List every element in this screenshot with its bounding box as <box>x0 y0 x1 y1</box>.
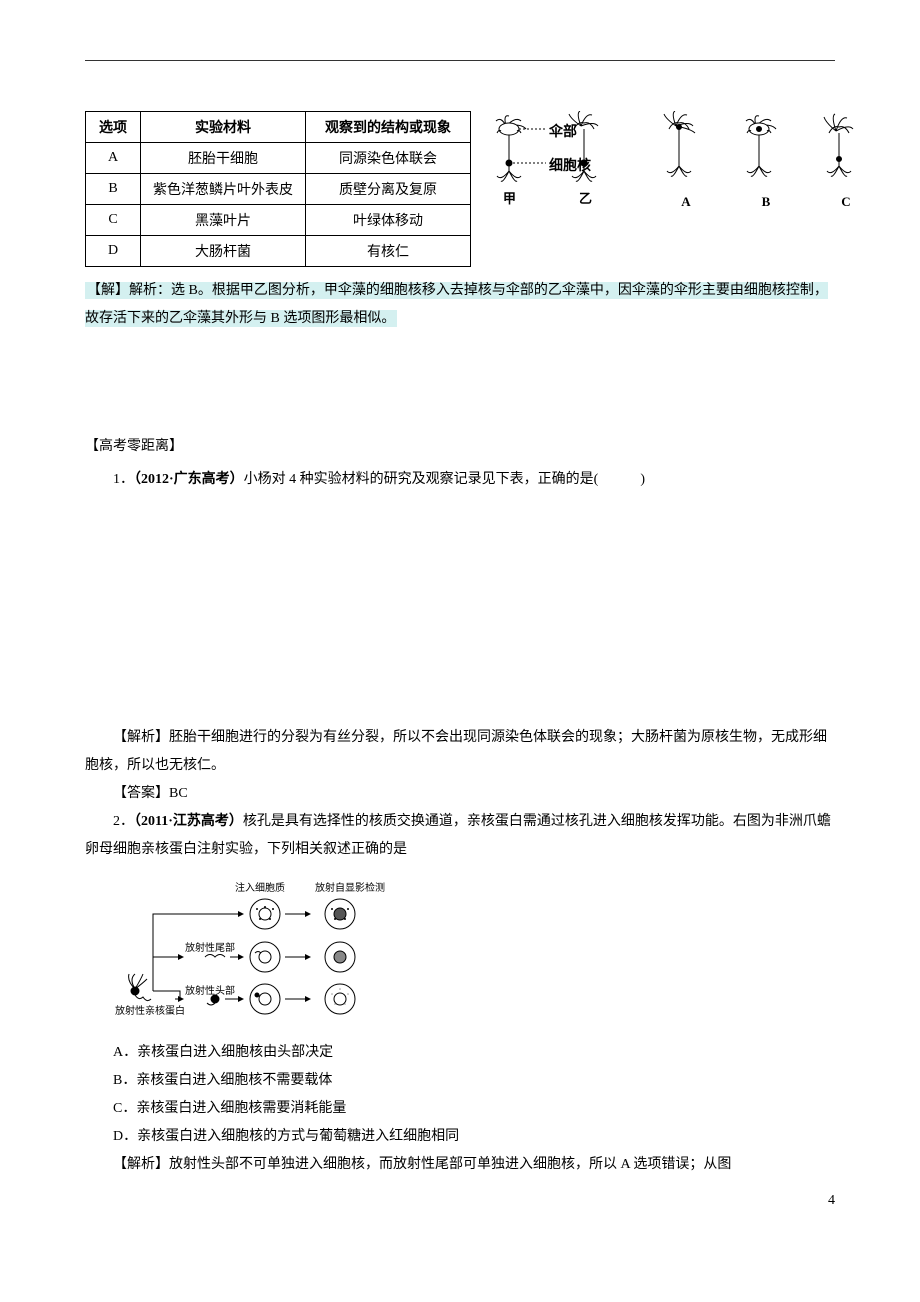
inject-label: 注入细胞质 <box>235 881 285 894</box>
label-c: C <box>841 194 850 210</box>
top-rule <box>85 60 835 61</box>
table-row: A 胚胎干细胞 同源染色体联会 <box>86 143 471 174</box>
cell-option: D <box>86 236 141 267</box>
cell-option: B <box>86 174 141 205</box>
cell-material: 胚胎干细胞 <box>141 143 306 174</box>
q2-analysis: 【解析】放射性头部不可单独进入细胞核，而放射性尾部可单独进入细胞核，所以 A 选… <box>85 1151 835 1179</box>
jia-label: 甲 <box>503 188 516 207</box>
header-observation: 观察到的结构或现象 <box>306 112 471 143</box>
header-material: 实验材料 <box>141 112 306 143</box>
cell-observation: 质壁分离及复原 <box>306 174 471 205</box>
answer-label: 【答案】 <box>113 786 169 801</box>
question1-text: 1．（2012·广东高考）小杨对 4 种实验材料的研究及观察记录见下表，正确的是… <box>85 466 835 494</box>
explanation-text: 【解】解析：选 B。根据甲乙图分析，甲伞藻的细胞核移入去掉核与伞部的乙伞藻中，因… <box>85 282 828 327</box>
tail-label: 放射性尾部 <box>185 941 235 954</box>
page-number: 4 <box>828 1193 835 1209</box>
cell-option: A <box>86 143 141 174</box>
nucleus-label: 细胞核 <box>549 155 591 175</box>
analysis-label: 【解析】 <box>113 1157 169 1172</box>
label-b: B <box>762 194 771 210</box>
table-row: C 黑藻叶片 叶绿体移动 <box>86 205 471 236</box>
option-b: B．亲核蛋白进入细胞核不需要载体 <box>113 1067 835 1095</box>
materials-table: 选项 实验材料 观察到的结构或现象 A 胚胎干细胞 同源染色体联会 B 紫色洋葱… <box>85 111 471 267</box>
cell-material: 黑藻叶片 <box>141 205 306 236</box>
organism-c-icon <box>821 111 871 191</box>
diagram-area: 伞部 细胞核 甲 乙 A <box>491 111 871 220</box>
question2-text: 2．（2011·江苏高考）核孔是具有选择性的核质交换通道，亲核蛋白需通过核孔进入… <box>85 808 835 864</box>
section-heading: 【高考零距离】 <box>85 433 835 461</box>
q1-source: （2012·广东高考） <box>134 472 244 487</box>
organism-b-icon <box>741 111 791 191</box>
table-row: D 大肠杆菌 有核仁 <box>86 236 471 267</box>
cell-material: 大肠杆菌 <box>141 236 306 267</box>
table-header-row: 选项 实验材料 观察到的结构或现象 <box>86 112 471 143</box>
umbrella-label: 伞部 <box>549 121 577 141</box>
q2-options: A．亲核蛋白进入细胞核由头部决定 B．亲核蛋白进入细胞核不需要载体 C．亲核蛋白… <box>85 1039 835 1151</box>
table-row: B 紫色洋葱鳞片叶外表皮 质壁分离及复原 <box>86 174 471 205</box>
organism-a-group: A <box>661 111 711 210</box>
option-c: C．亲核蛋白进入细胞核需要消耗能量 <box>113 1095 835 1123</box>
label-a: A <box>681 194 690 210</box>
organism-jia-yi-group: 伞部 细胞核 甲 乙 <box>491 111 631 206</box>
option-d: D．亲核蛋白进入细胞核的方式与葡萄糖进入红细胞相同 <box>113 1123 835 1151</box>
cell-option: C <box>86 205 141 236</box>
organism-c-group: C <box>821 111 871 210</box>
q2-source: （2011·江苏高考） <box>134 814 243 829</box>
organism-a-icon <box>661 111 711 191</box>
q1-number: 1． <box>113 472 134 487</box>
top-section: 选项 实验材料 观察到的结构或现象 A 胚胎干细胞 同源染色体联会 B 紫色洋葱… <box>85 111 835 267</box>
experiment-diagram: 注入细胞质 放射自显影检测 放射性尾部 <box>115 879 835 1024</box>
q2-number: 2． <box>113 814 134 829</box>
highlighted-explanation: 【解】解析：选 B。根据甲乙图分析，甲伞藻的细胞核移入去掉核与伞部的乙伞藻中，因… <box>85 277 835 333</box>
injection-experiment-icon: 注入细胞质 放射自显影检测 放射性尾部 <box>115 879 425 1019</box>
cell-observation: 同源染色体联会 <box>306 143 471 174</box>
analysis-label: 【解析】 <box>113 730 169 745</box>
yi-label: 乙 <box>579 188 592 207</box>
organism-b-group: B <box>741 111 791 210</box>
protein-label: 放射性亲核蛋白 <box>115 1004 185 1017</box>
cell-observation: 有核仁 <box>306 236 471 267</box>
head-label: 放射性头部 <box>185 984 235 997</box>
analysis-text: 放射性头部不可单独进入细胞核，而放射性尾部可单独进入细胞核，所以 A 选项错误；… <box>169 1157 731 1172</box>
cell-material: 紫色洋葱鳞片叶外表皮 <box>141 174 306 205</box>
q1-answer: 【答案】BC <box>85 780 835 808</box>
q1-analysis: 【解析】胚胎干细胞进行的分裂为有丝分裂，所以不会出现同源染色体联会的现象；大肠杆… <box>85 724 835 780</box>
spacer <box>85 494 835 724</box>
header-option: 选项 <box>86 112 141 143</box>
organism-diagram-row: 伞部 细胞核 甲 乙 A <box>491 111 871 210</box>
materials-table-container: 选项 实验材料 观察到的结构或现象 A 胚胎干细胞 同源染色体联会 B 紫色洋葱… <box>85 111 471 267</box>
answer-text: BC <box>169 786 188 801</box>
option-a: A．亲核蛋白进入细胞核由头部决定 <box>113 1039 835 1067</box>
detect-label: 放射自显影检测 <box>315 881 385 894</box>
q1-body: 小杨对 4 种实验材料的研究及观察记录见下表，正确的是( ) <box>244 472 645 487</box>
cell-observation: 叶绿体移动 <box>306 205 471 236</box>
analysis-text: 胚胎干细胞进行的分裂为有丝分裂，所以不会出现同源染色体联会的现象；大肠杆菌为原核… <box>85 730 827 773</box>
